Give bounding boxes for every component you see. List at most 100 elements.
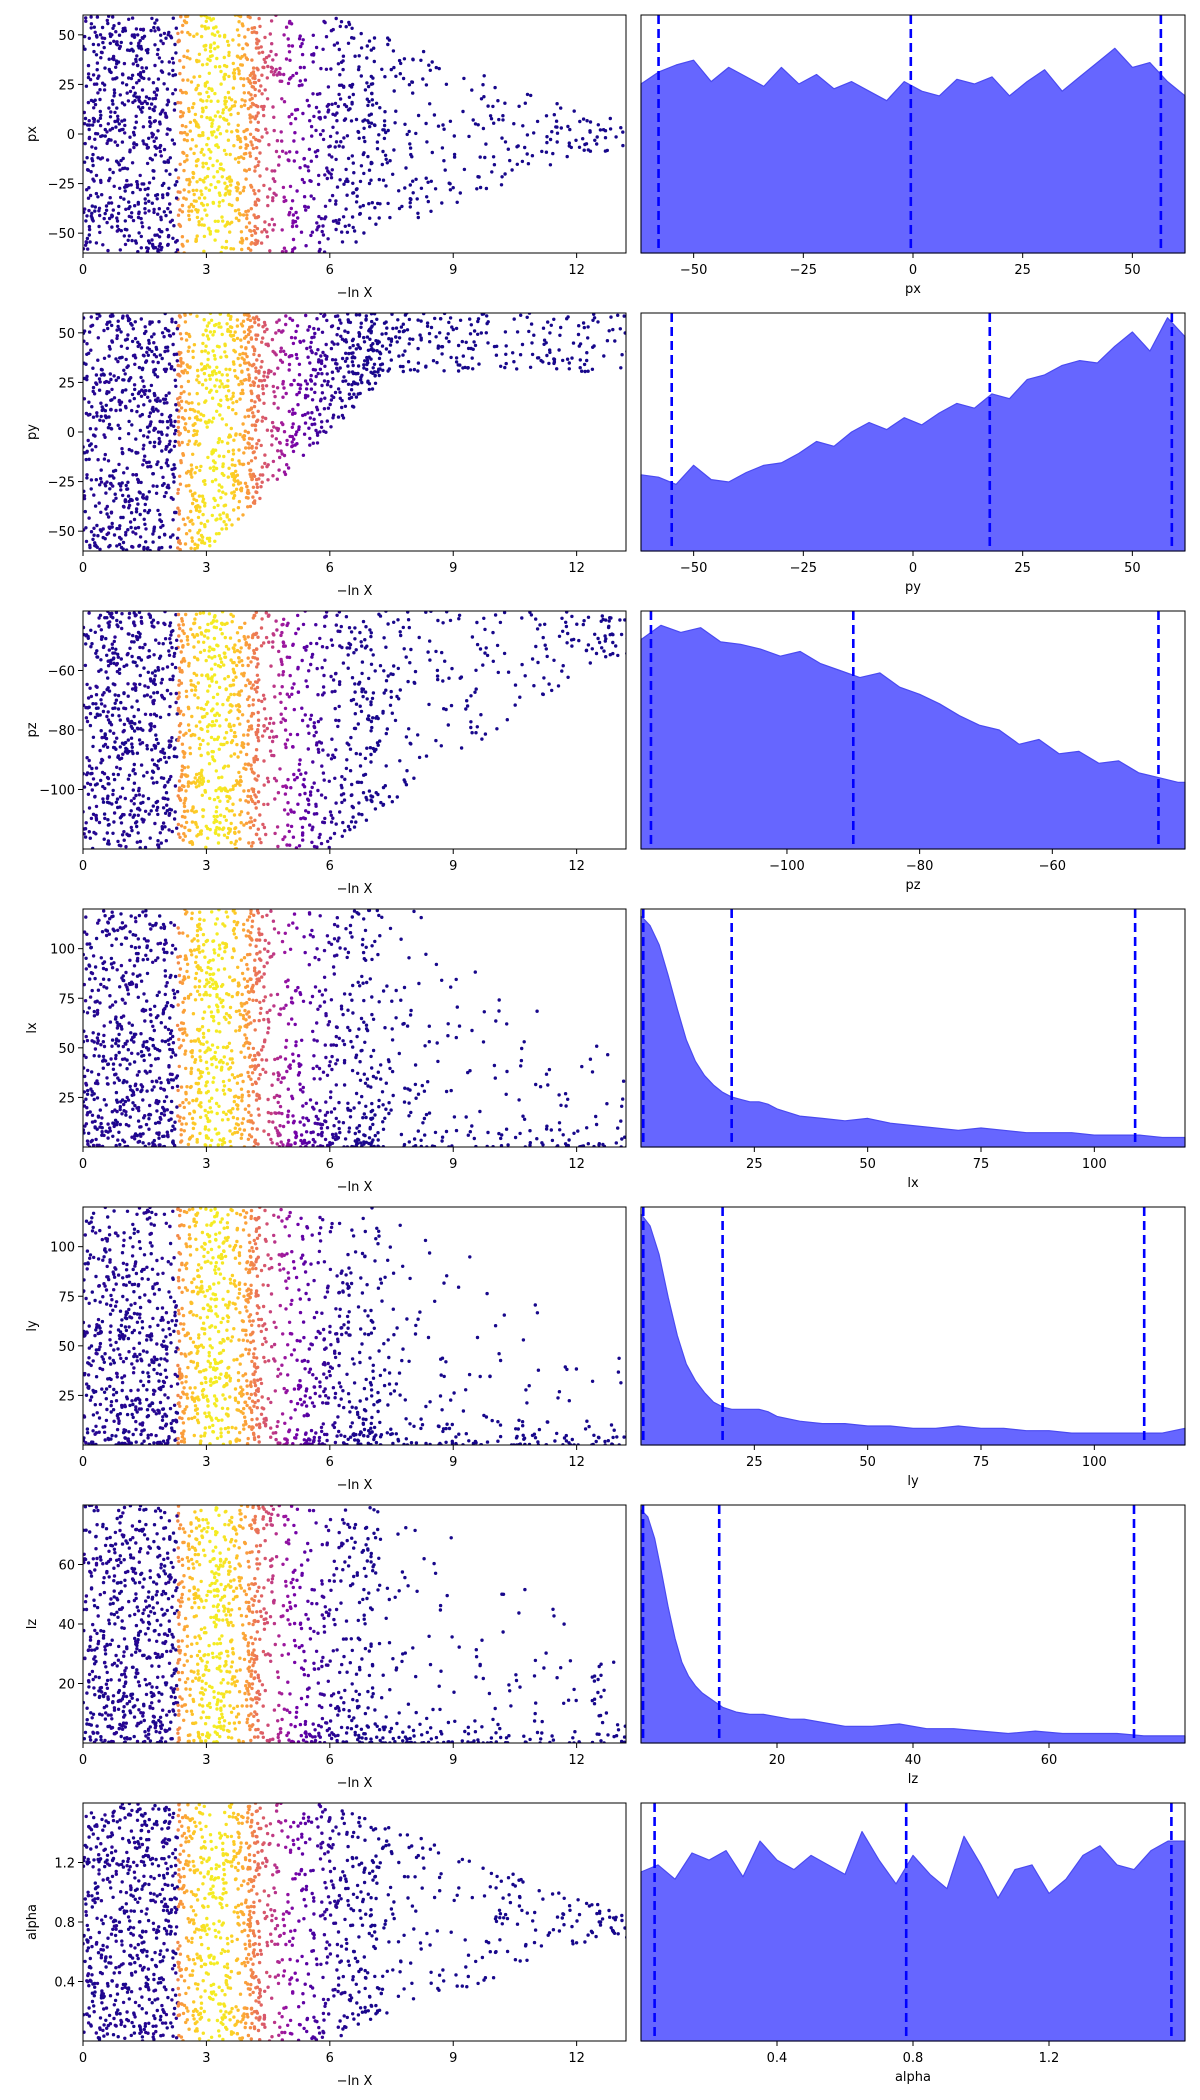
scatter-point: [88, 723, 93, 728]
scatter-point: [287, 21, 292, 25]
scatter-point: [287, 409, 291, 414]
scatter-point: [180, 742, 185, 746]
scatter-point: [254, 238, 258, 242]
scatter-point: [139, 234, 143, 239]
scatter-point: [300, 42, 304, 46]
scatter-point: [85, 374, 89, 379]
scatter-point: [230, 130, 234, 134]
scatter-point: [349, 735, 353, 740]
scatter-point: [224, 523, 228, 527]
scatter-point: [192, 343, 197, 347]
scatter-point: [206, 337, 211, 341]
scatter-point: [158, 440, 162, 444]
scatter-point: [253, 117, 257, 121]
scatter-point: [150, 407, 154, 411]
scatter-point: [252, 188, 256, 193]
scatter-point: [288, 184, 293, 189]
x-tick-label: −25: [790, 263, 817, 278]
scatter-point: [88, 240, 92, 244]
scatter-point: [224, 730, 229, 735]
scatter-point: [303, 204, 307, 209]
scatter-point: [369, 752, 373, 757]
scatter-point: [102, 356, 107, 360]
scatter-point: [174, 510, 178, 515]
scatter-point: [555, 367, 559, 371]
scatter-point: [195, 180, 199, 184]
scatter-point: [106, 459, 111, 463]
scatter-point: [153, 674, 157, 678]
scatter-point: [100, 193, 104, 197]
scatter-point: [85, 682, 89, 687]
scatter-point: [223, 224, 227, 228]
scatter-point: [201, 333, 205, 337]
scatter-point: [340, 398, 344, 403]
scatter-point: [324, 67, 329, 72]
scatter-point: [311, 60, 315, 64]
scatter-point: [237, 459, 241, 463]
scatter-point: [446, 332, 450, 336]
scatter-point: [257, 78, 261, 83]
scatter-point: [130, 640, 134, 644]
scatter-point: [206, 742, 210, 746]
scatter-point: [175, 248, 180, 252]
scatter-point: [388, 703, 393, 707]
scatter-point: [321, 129, 325, 133]
scatter-point: [115, 143, 120, 147]
scatter-point: [107, 422, 112, 427]
scatter-point: [307, 104, 311, 108]
scatter-point: [363, 756, 368, 761]
scatter-point: [112, 396, 117, 400]
scatter-point: [565, 357, 570, 361]
scatter-point: [217, 125, 221, 129]
scatter-point: [265, 464, 269, 469]
scatter-point: [293, 336, 297, 340]
scatter-point: [429, 179, 433, 183]
scatter-point: [338, 396, 342, 400]
scatter-point: [323, 816, 327, 821]
scatter-point: [151, 176, 156, 180]
scatter-point: [170, 317, 174, 321]
scatter-point: [123, 227, 128, 232]
scatter-point: [155, 484, 159, 488]
scatter-point: [282, 430, 287, 434]
scatter-point: [303, 421, 308, 425]
scatter-point: [129, 76, 134, 81]
scatter-point: [90, 204, 95, 208]
scatter-point: [241, 213, 246, 217]
scatter-point: [119, 344, 124, 348]
scatter-point: [146, 465, 150, 469]
scatter-point: [110, 225, 114, 229]
scatter-point: [196, 696, 200, 700]
scatter-point: [162, 367, 167, 372]
scatter-point: [223, 118, 227, 122]
scatter-point: [255, 37, 259, 41]
scatter-point: [283, 352, 288, 357]
scatter-point: [125, 337, 129, 341]
scatter-point: [247, 221, 252, 225]
scatter-point: [287, 829, 291, 834]
scatter-point: [229, 754, 233, 758]
scatter-point: [279, 346, 283, 350]
scatter-point: [200, 106, 205, 111]
scatter-point: [270, 169, 274, 173]
scatter-point: [221, 462, 225, 466]
scatter-point: [120, 626, 124, 631]
scatter-point: [87, 330, 92, 334]
scatter-point: [195, 58, 199, 63]
scatter-point: [253, 801, 257, 806]
scatter-point: [298, 34, 302, 38]
scatter-point: [114, 30, 118, 34]
scatter-point: [382, 669, 386, 673]
scatter-point: [527, 329, 531, 334]
scatter-point: [202, 318, 206, 322]
scatter-point: [106, 676, 110, 680]
scatter-point: [210, 720, 215, 724]
scatter-point: [140, 88, 145, 92]
scatter-point: [107, 755, 112, 759]
x-tick-label: 6: [326, 263, 334, 278]
scatter-point: [147, 226, 151, 230]
scatter-point: [373, 374, 377, 378]
scatter-point: [265, 776, 270, 780]
scatter-point: [217, 747, 221, 751]
scatter-point: [200, 494, 205, 498]
